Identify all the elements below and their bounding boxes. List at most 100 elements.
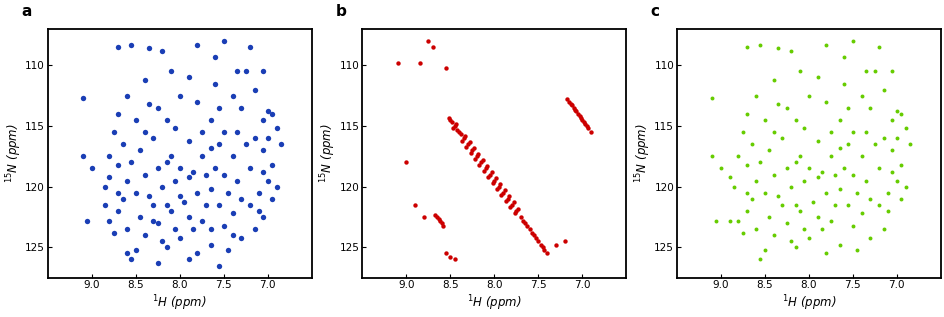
Point [181, 257, 196, 262]
Point [190, 251, 205, 256]
Point [145, 136, 160, 141]
Point [181, 138, 196, 143]
Point [110, 208, 126, 213]
Point [787, 160, 802, 165]
Point [844, 130, 859, 135]
Point [172, 235, 187, 240]
Point [571, 114, 586, 119]
Point [119, 227, 134, 232]
Point [181, 75, 196, 80]
Point [443, 117, 458, 122]
Point [809, 174, 824, 179]
Point [583, 130, 598, 135]
Point [124, 160, 139, 165]
Point [796, 126, 811, 131]
Point [581, 126, 596, 131]
Point [532, 243, 548, 248]
Point [880, 190, 895, 195]
Point [124, 42, 139, 47]
Point [769, 194, 784, 199]
Point [269, 184, 284, 189]
Point [115, 142, 130, 147]
Point [506, 200, 521, 205]
Point [462, 139, 477, 144]
Point [168, 126, 183, 131]
Point [478, 166, 493, 171]
Point [902, 142, 917, 147]
Point [407, 202, 422, 207]
Point [110, 45, 126, 50]
X-axis label: $^{1}$H (ppm): $^{1}$H (ppm) [781, 293, 835, 313]
X-axis label: $^{1}$H (ppm): $^{1}$H (ppm) [152, 293, 207, 313]
Point [216, 172, 231, 177]
Point [207, 81, 222, 86]
Point [822, 154, 837, 159]
Point [801, 235, 816, 240]
Point [880, 208, 895, 213]
Point [260, 109, 275, 114]
Point [862, 105, 877, 110]
Point [220, 190, 235, 195]
Point [198, 202, 213, 207]
Point [756, 247, 771, 252]
Y-axis label: $^{15}$N (ppm): $^{15}$N (ppm) [4, 123, 24, 183]
Point [504, 202, 519, 207]
Point [502, 205, 517, 210]
Point [870, 202, 885, 207]
Point [390, 60, 405, 65]
Point [110, 162, 126, 167]
Point [844, 223, 859, 228]
Point [470, 152, 485, 157]
Point [84, 166, 99, 171]
Point [102, 218, 117, 223]
Point [476, 168, 491, 173]
Point [897, 184, 912, 189]
Point [721, 218, 736, 223]
Point [497, 199, 513, 204]
Point [519, 223, 534, 228]
Point [273, 142, 288, 147]
Point [119, 178, 134, 183]
Point [565, 105, 581, 110]
Point [796, 227, 811, 232]
Point [875, 227, 890, 232]
Point [739, 208, 754, 213]
Point [448, 121, 464, 126]
Point [207, 54, 222, 59]
Point [787, 202, 802, 207]
Point [225, 211, 240, 216]
Point [150, 261, 165, 266]
Point [211, 202, 227, 207]
Point [743, 142, 758, 147]
Point [875, 136, 890, 141]
Point [435, 223, 450, 228]
Point [106, 230, 121, 235]
Point [177, 200, 192, 205]
Point [163, 69, 178, 74]
Point [835, 81, 851, 86]
Point [739, 45, 754, 50]
Point [827, 202, 842, 207]
Point [238, 142, 253, 147]
Point [548, 243, 563, 248]
Point [766, 77, 781, 82]
Point [774, 202, 789, 207]
Text: b: b [336, 4, 346, 19]
Point [568, 109, 583, 114]
Point [835, 54, 851, 59]
Point [748, 227, 763, 232]
Point [787, 245, 802, 250]
Point [468, 154, 483, 159]
Point [577, 121, 592, 126]
Point [818, 190, 834, 195]
Point [428, 212, 443, 217]
Point [752, 160, 767, 165]
Point [451, 130, 466, 135]
Point [488, 176, 503, 181]
Point [796, 178, 811, 183]
Point [832, 243, 847, 248]
Point [526, 233, 541, 238]
Point [264, 111, 279, 116]
Point [513, 215, 528, 220]
Point [792, 69, 807, 74]
